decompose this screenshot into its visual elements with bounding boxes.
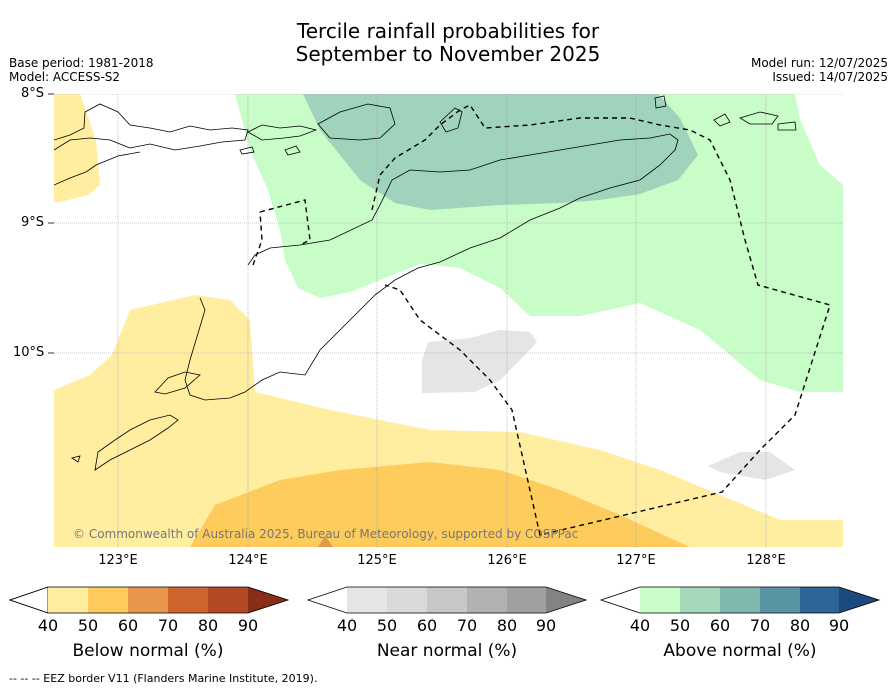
cb2-title: Near normal (%) — [376, 641, 518, 661]
lat-label-10s: 10°S — [13, 345, 45, 360]
cb1-tick-60: 60 — [117, 616, 139, 635]
map-area — [54, 94, 843, 547]
meta-right: Model run: 12/07/2025 Issued: 14/07/2025 — [751, 56, 888, 84]
cb2-segment-3 — [427, 587, 467, 613]
cb1-segment-3 — [128, 587, 168, 613]
lat-label-8s: 8°S — [21, 86, 45, 101]
model-name: Model: ACCESS-S2 — [9, 70, 121, 84]
coast-savu-small — [71, 455, 81, 463]
meta-left: Base period: 1981-2018 Model: ACCESS-S2 — [9, 56, 154, 84]
near-normal-patch-1 — [422, 330, 537, 393]
colorbar-below-normal — [8, 586, 290, 614]
lon-label-124e: 124°E — [228, 553, 268, 568]
cb3-segment-3 — [720, 587, 760, 613]
coast-timor-south — [184, 294, 376, 401]
cb3-title: Above normal (%) — [663, 641, 817, 661]
cb2-segment-4 — [467, 587, 507, 613]
coast-flores — [54, 103, 249, 151]
cb2-segment-1 — [347, 587, 387, 613]
cb2-tick-50: 50 — [376, 616, 398, 635]
coast-timor-north — [247, 133, 679, 296]
cb3-segment-4 — [760, 587, 800, 613]
cb1-over-arrow — [248, 587, 288, 613]
below-normal-top-left-region — [54, 94, 100, 202]
graticule — [54, 94, 843, 547]
cb3-tick-60: 60 — [709, 616, 731, 635]
cb3-tick-50: 50 — [669, 616, 691, 635]
issued-date: Issued: 14/07/2025 — [772, 70, 888, 84]
cb1-segment-5 — [208, 587, 248, 613]
cb3-outline — [599, 586, 881, 614]
cb3-tick-80: 80 — [789, 616, 811, 635]
title-line-1: Tercile rainfall probabilities for — [296, 19, 600, 43]
colorbar-above-normal — [599, 586, 881, 614]
cb1-segment-1 — [48, 587, 88, 613]
below-normal-60-70-patch — [318, 536, 333, 547]
near-normal-patch-2 — [708, 452, 795, 480]
cb1-segment-4 — [168, 587, 208, 613]
cb3-segment-1 — [640, 587, 680, 613]
cb2-tick-40: 40 — [336, 616, 358, 635]
coast-island-tr-3 — [777, 121, 797, 131]
coast-small-2 — [239, 146, 255, 155]
cb3-tick-70: 70 — [749, 616, 771, 635]
cb3-segment-5 — [800, 587, 839, 613]
cb1-outline — [8, 586, 290, 614]
lon-label-127e: 127°E — [616, 553, 656, 568]
cb1-under-arrow — [8, 586, 49, 614]
lat-label-9s: 9°S — [21, 215, 45, 230]
coast-flores-south — [54, 151, 141, 186]
coastlines — [54, 95, 797, 471]
coast-wetar-east — [439, 107, 463, 133]
cb2-under-arrow — [308, 587, 347, 613]
below-normal-40-50-region — [54, 295, 843, 547]
cb1-segment-2 — [88, 587, 128, 613]
cb3-over-arrow — [839, 587, 879, 613]
coast-island-tr-2 — [739, 111, 779, 125]
cb2-tick-80: 80 — [496, 616, 518, 635]
copyright-notice: © Commonwealth of Australia 2025, Bureau… — [73, 527, 579, 541]
lon-label-126e: 126°E — [487, 553, 527, 568]
coast-wetar — [317, 103, 396, 141]
base-period: Base period: 1981-2018 — [9, 56, 154, 70]
below-normal-50-60-region — [190, 462, 690, 547]
chart-title: Tercile rainfall probabilities for Septe… — [0, 20, 896, 66]
coast-small-1 — [284, 145, 301, 156]
eez-border — [252, 104, 831, 536]
cb1-title: Below normal (%) — [72, 641, 224, 661]
coast-rote — [154, 371, 201, 395]
cb2-segment-5 — [507, 587, 546, 613]
lon-label-128e: 128°E — [746, 553, 786, 568]
lon-label-123e: 123°E — [98, 553, 138, 568]
cb3-tick-90: 90 — [828, 616, 850, 635]
coast-island-tr-1 — [713, 113, 731, 127]
cb1-tick-50: 50 — [77, 616, 99, 635]
coast-island-tr-4 — [654, 95, 667, 109]
coast-savu — [94, 414, 179, 471]
white-notch-top-right — [795, 94, 843, 185]
title-line-2: September to November 2025 — [295, 42, 601, 66]
cb3-under-arrow — [601, 587, 640, 613]
cb1-tick-80: 80 — [197, 616, 219, 635]
cb2-over-arrow — [546, 587, 586, 613]
coast-alor — [247, 124, 318, 141]
cb3-segment-2 — [680, 587, 720, 613]
cb2-tick-70: 70 — [456, 616, 478, 635]
cb2-segment-2 — [387, 587, 427, 613]
cb1-tick-90: 90 — [237, 616, 259, 635]
cb2-tick-90: 90 — [535, 616, 557, 635]
above-normal-50-60-region — [303, 94, 698, 210]
cb3-tick-40: 40 — [629, 616, 651, 635]
colorbar-near-normal — [306, 586, 588, 614]
cb2-tick-60: 60 — [416, 616, 438, 635]
model-run: Model run: 12/07/2025 — [750, 56, 888, 70]
cb2-outline — [306, 586, 588, 614]
lon-label-125e: 125°E — [357, 553, 397, 568]
lat-ticks — [48, 93, 54, 354]
cb1-tick-70: 70 — [157, 616, 179, 635]
eez-legend-note: -- -- -- EEZ border V11 (Flanders Marine… — [9, 672, 318, 685]
cb1-tick-40: 40 — [37, 616, 59, 635]
